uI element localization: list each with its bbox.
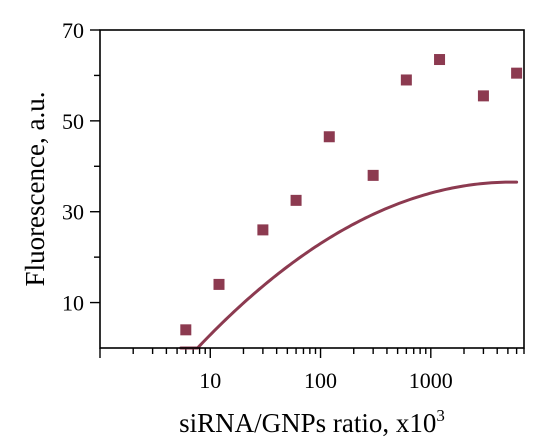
y-axis-ticks: 10 30 50 70: [62, 18, 100, 316]
data-point: [290, 194, 302, 206]
y-tick-label: 30: [62, 200, 84, 225]
data-point: [257, 224, 269, 236]
fit-curve: [179, 180, 519, 350]
x-tick-label: 100: [304, 368, 337, 393]
x-axis-title: siRNA/GNPs ratio, x103: [179, 406, 445, 438]
x-tick-label: 10: [199, 368, 221, 393]
x-axis-ticks: 10 100 1000: [99, 348, 525, 393]
data-point: [323, 131, 335, 143]
data-point: [477, 90, 489, 102]
x-axis-title-superscript: 3: [436, 406, 445, 425]
data-point: [180, 324, 192, 336]
y-axis-title: Fluorescence, a.u.: [20, 92, 50, 287]
x-axis-title-text: siRNA/GNPs ratio, x10: [179, 408, 436, 438]
data-point: [434, 54, 446, 66]
data-point: [400, 74, 412, 86]
y-tick-label: 70: [62, 18, 84, 43]
y-tick-label: 10: [62, 291, 84, 316]
x-tick-label: 1000: [409, 368, 453, 393]
data-point: [511, 67, 523, 79]
plot-frame: [99, 29, 525, 349]
data-point: [213, 278, 225, 290]
y-tick-label: 50: [62, 109, 84, 134]
data-points: [180, 54, 523, 336]
data-point: [367, 169, 379, 181]
